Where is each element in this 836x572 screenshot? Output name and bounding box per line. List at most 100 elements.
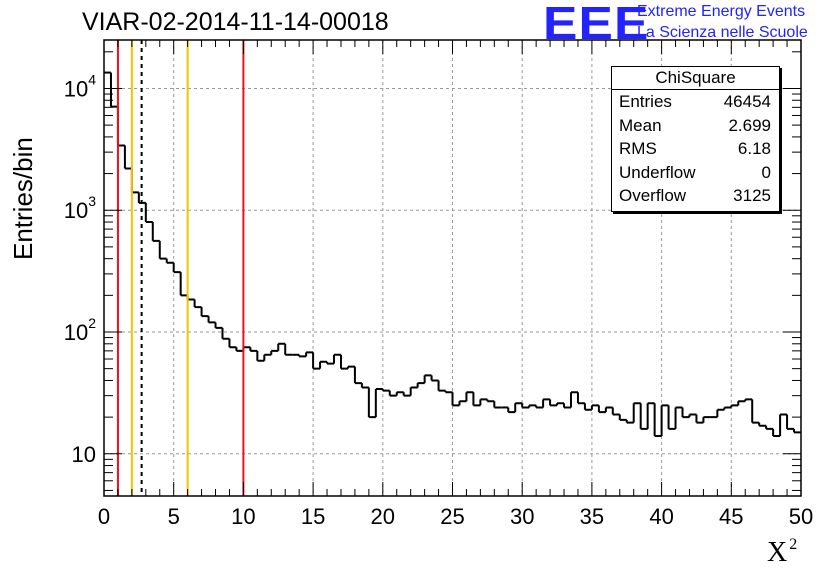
histogram-bin [374, 388, 383, 418]
stats-row-overflow: Overflow 3125 [612, 184, 779, 208]
histogram-bin [542, 398, 551, 408]
histogram-bin [353, 366, 362, 385]
stats-box: ChiSquare Entries 46454 Mean 2.699 RMS 6.18… [611, 66, 780, 212]
histogram-bin [632, 402, 641, 423]
histogram-bin [179, 272, 188, 297]
x-tick-label: 40 [649, 504, 673, 529]
histogram-bin [367, 387, 376, 419]
histogram-bin [528, 404, 537, 408]
histogram-bin [305, 351, 314, 357]
stats-title: ChiSquare [612, 67, 779, 90]
histogram-bin [744, 398, 753, 402]
x-tick-labels: 0 5 10 15 20 25 30 35 40 45 50 [98, 504, 813, 529]
eee-logo: EEE [543, 0, 650, 49]
histogram-bin [416, 382, 425, 388]
histogram-bin [702, 416, 711, 423]
histogram-bin [674, 406, 683, 429]
chart-title: VIAR-02-2014-11-14-00018 [82, 8, 389, 36]
x-tick-label: 35 [580, 504, 604, 529]
stats-label: Underflow [619, 162, 696, 182]
histogram-bin [256, 350, 265, 362]
histogram-bin [479, 398, 488, 406]
histogram-bin [772, 428, 781, 437]
histogram-bin [653, 403, 662, 437]
y-axis-label: Entries/bin [8, 137, 38, 260]
histogram-bin [779, 413, 788, 436]
x-axis-label-exponent: 2 [789, 536, 798, 553]
histogram-bin [563, 403, 571, 409]
histogram-bin [569, 391, 578, 408]
stats-row-underflow: Underflow 0 [612, 161, 779, 185]
histogram-bin [695, 414, 704, 424]
histogram-bin [618, 414, 627, 421]
histogram-bin [549, 399, 558, 407]
x-axis-label-base: X [767, 537, 788, 568]
histogram-bin [130, 168, 139, 194]
histogram-bin [430, 375, 439, 382]
histogram-bin [221, 327, 230, 340]
histogram-bin [472, 392, 481, 407]
histogram-bin [723, 406, 732, 410]
y-tick-label-base: 10 [72, 442, 96, 467]
stats-label: RMS [619, 139, 657, 158]
histogram-bin [639, 403, 648, 430]
histogram-bin [423, 374, 432, 384]
histogram-bin [437, 380, 446, 392]
histogram-bin [298, 354, 307, 358]
histogram-bin [200, 307, 209, 318]
y-tick-label-base: 10 [64, 76, 88, 101]
histogram-bin [597, 405, 606, 414]
stats-row-entries: Entries 46454 [612, 90, 779, 114]
x-tick-label: 30 [510, 504, 534, 529]
histogram-bin [507, 407, 516, 414]
y-tick-label-base: 10 [64, 198, 88, 223]
y-tick-label-exponent: 2 [88, 315, 96, 331]
stats-row-mean: Mean 2.699 [612, 114, 779, 138]
stats-value: 46454 [723, 92, 771, 111]
histogram-bin [249, 347, 258, 352]
histogram-bin [116, 106, 125, 147]
histogram-bin [186, 295, 195, 301]
histogram-bin [339, 354, 348, 370]
stats-value: 3125 [733, 186, 771, 205]
histogram-bin [625, 419, 634, 424]
y-tick-label: 104 [64, 71, 96, 101]
histogram-bin [123, 145, 132, 170]
histogram-bin [604, 406, 613, 413]
histogram-bin [751, 399, 760, 424]
histogram-bin [158, 240, 167, 260]
histogram-bin [444, 390, 453, 394]
histogram-bin [646, 402, 655, 429]
stats-row-rms: RMS 6.18 [612, 137, 779, 161]
x-tick-label: 25 [440, 504, 464, 529]
histogram-bin [590, 404, 599, 410]
histogram-bin [681, 407, 690, 419]
y-tick-label: 10 [72, 442, 96, 467]
histogram-bin [493, 401, 502, 409]
histogram-bin [312, 352, 321, 370]
histogram-bin [228, 338, 237, 349]
y-tick-label-base: 10 [64, 320, 88, 345]
histogram-bin [660, 404, 669, 436]
histogram-bin [521, 403, 530, 409]
histogram-bin [716, 408, 725, 418]
histogram-bin [214, 322, 223, 329]
x-tick-label: 10 [231, 504, 255, 529]
y-tick-label: 103 [64, 193, 96, 223]
histogram-bin [346, 365, 355, 369]
histogram-bin [409, 386, 418, 396]
histogram-bin [451, 392, 460, 407]
histogram-bin [235, 347, 244, 352]
histogram-bin [535, 405, 544, 409]
histogram-bin [333, 353, 341, 364]
histogram-bin [737, 400, 746, 406]
histogram-bin [556, 402, 565, 406]
histogram-bin [583, 403, 592, 411]
histogram-bin [688, 413, 697, 418]
reference-lines [116, 40, 245, 496]
histogram-bin [270, 349, 279, 355]
y-tick-label: 102 [64, 315, 96, 345]
histogram-bin [458, 400, 467, 406]
histogram-bin [326, 361, 335, 365]
